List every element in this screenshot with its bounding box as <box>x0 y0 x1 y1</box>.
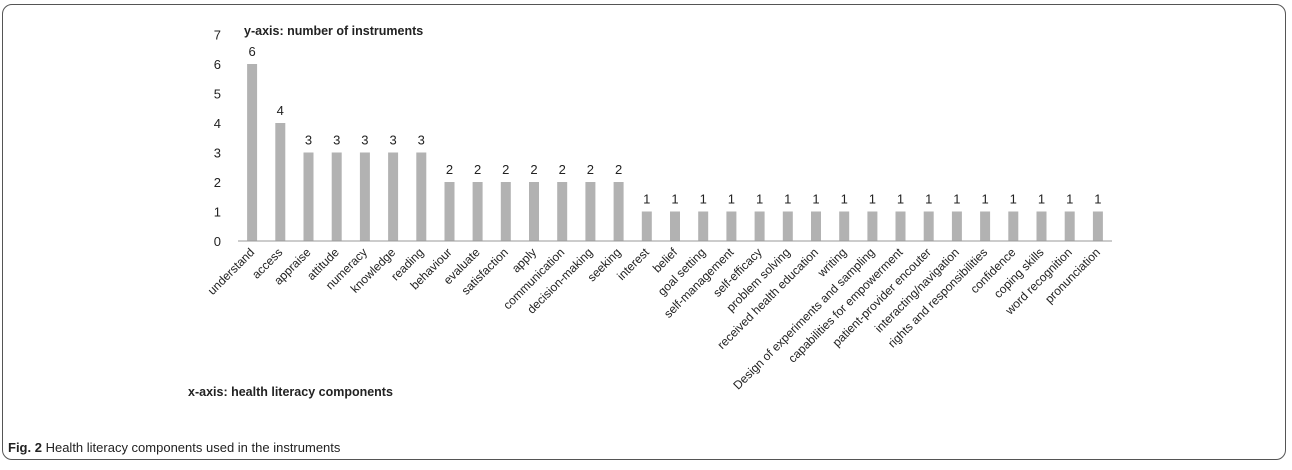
bar <box>1008 211 1019 241</box>
bar <box>923 211 934 241</box>
bar <box>670 211 680 241</box>
y-tick-label: 3 <box>214 146 221 161</box>
x-tick-labels: understandaccessappraiseattitudenumeracy… <box>205 245 1103 393</box>
data-label: 2 <box>530 162 537 177</box>
bar <box>500 182 511 241</box>
y-tick-label: 4 <box>214 116 221 131</box>
bar <box>1092 211 1103 241</box>
data-label: 3 <box>361 133 368 148</box>
bar <box>839 211 850 241</box>
data-label: 1 <box>784 192 791 207</box>
bar <box>359 152 370 241</box>
figure-caption: Fig. 2 Health literacy components used i… <box>8 440 340 455</box>
bar <box>303 152 314 241</box>
bar <box>895 211 906 241</box>
data-label: 2 <box>587 162 594 177</box>
bar <box>388 152 399 241</box>
bar <box>698 211 709 241</box>
data-label: 1 <box>1038 192 1045 207</box>
bar <box>472 182 483 241</box>
bar <box>416 152 427 241</box>
bar <box>1036 211 1047 241</box>
data-label: 1 <box>925 192 932 207</box>
data-labels: 6 4 3 3 3 3 3 2 2 2 2 2 2 2 1 1 1 1 1 1 1 1 1 1 1 1 1 1 1 1 1 <box>248 44 1101 207</box>
bar <box>557 182 568 241</box>
data-label: 3 <box>389 133 396 148</box>
x-axis-label: x-axis: health literacy components <box>188 385 393 399</box>
data-label: 2 <box>446 162 453 177</box>
y-tick-labels: 0 1 2 3 4 5 6 7 <box>214 28 221 250</box>
x-tick-label: interest <box>614 245 652 283</box>
data-label: 3 <box>418 133 425 148</box>
bar <box>641 211 652 241</box>
bar <box>980 211 991 241</box>
bar <box>811 211 821 241</box>
bar <box>585 182 596 241</box>
data-label: 1 <box>841 192 848 207</box>
data-label: 1 <box>897 192 904 207</box>
data-label: 1 <box>953 192 960 207</box>
data-label: 1 <box>1066 192 1073 207</box>
bar <box>444 182 455 241</box>
data-label: 2 <box>474 162 481 177</box>
data-label: 2 <box>615 162 622 177</box>
data-label: 1 <box>700 192 707 207</box>
data-label: 1 <box>812 192 819 207</box>
y-tick-label: 0 <box>214 234 221 249</box>
data-label: 2 <box>559 162 566 177</box>
bar <box>782 211 793 241</box>
bar <box>247 64 258 241</box>
data-label: 1 <box>1094 192 1101 207</box>
data-label: 2 <box>502 162 509 177</box>
bar <box>754 211 765 241</box>
figure-caption-text: Health literacy components used in the i… <box>45 440 341 455</box>
data-label: 3 <box>305 133 312 148</box>
data-label: 4 <box>277 103 284 118</box>
bar <box>951 211 962 241</box>
data-label: 1 <box>869 192 876 207</box>
y-tick-label: 7 <box>214 28 221 43</box>
bar <box>613 182 624 241</box>
bar <box>275 123 286 241</box>
data-label: 1 <box>671 192 678 207</box>
bar <box>331 152 342 241</box>
data-label: 1 <box>728 192 735 207</box>
data-label: 1 <box>981 192 988 207</box>
data-label: 1 <box>756 192 763 207</box>
y-tick-label: 5 <box>214 87 221 102</box>
data-label: 1 <box>643 192 650 207</box>
bar <box>867 211 878 241</box>
y-axis-label: y-axis: number of instruments <box>244 24 423 38</box>
bars <box>247 64 1103 241</box>
y-tick-label: 2 <box>214 175 221 190</box>
figure-label: Fig. 2 <box>8 440 42 455</box>
y-tick-label: 6 <box>214 57 221 72</box>
data-label: 3 <box>333 133 340 148</box>
bar <box>529 182 539 241</box>
bar <box>1064 211 1075 241</box>
data-label: 1 <box>1010 192 1017 207</box>
data-label: 6 <box>248 44 255 59</box>
bar-chart: y-axis: number of instruments x-axis: he… <box>188 24 1112 399</box>
y-tick-label: 1 <box>214 205 221 220</box>
bar <box>726 211 737 241</box>
